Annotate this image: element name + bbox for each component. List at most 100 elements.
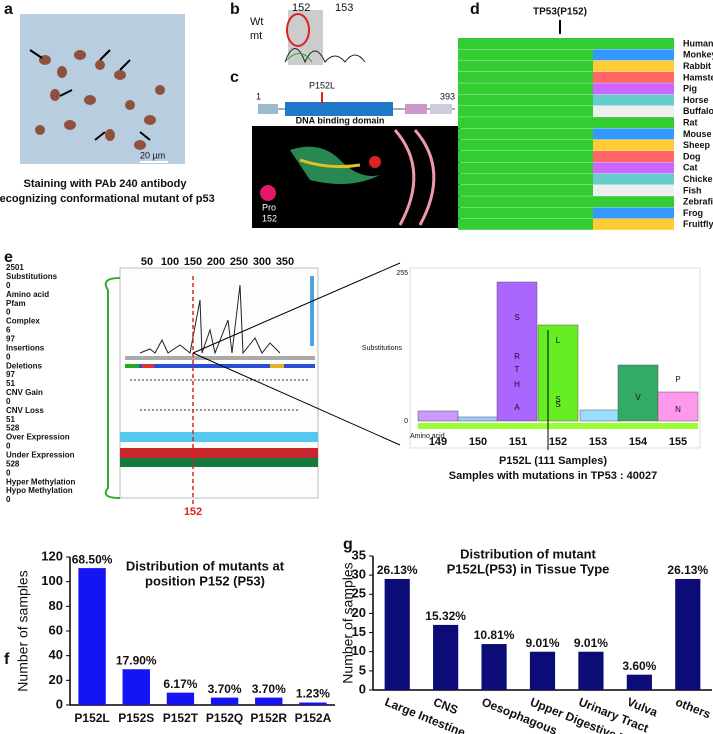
residue-cell <box>485 60 494 72</box>
residue-cell <box>539 60 548 72</box>
bar <box>78 568 106 705</box>
block-label: H <box>514 380 520 389</box>
residue-cell <box>611 151 620 162</box>
residue-cell <box>458 207 467 219</box>
residue-cell <box>485 173 494 185</box>
residue-cell <box>503 151 512 162</box>
residue-cell <box>539 49 548 61</box>
value-label: 68.50% <box>72 552 113 566</box>
residue-cell <box>611 173 620 185</box>
residue-cell <box>620 38 629 49</box>
x-tick-label: P152L <box>74 711 109 725</box>
residue-cell <box>557 71 566 83</box>
residue-cell <box>503 38 512 49</box>
species-label: Mouse <box>683 129 712 139</box>
residue-cell <box>656 83 665 95</box>
domain-label: DNA binding domain <box>296 115 385 125</box>
residue-cell <box>548 94 557 106</box>
x-tick-label: others <box>673 695 713 722</box>
x-tick-label: P152S <box>118 711 154 725</box>
value-label: 17.90% <box>116 653 157 667</box>
zoom-column <box>579 409 621 422</box>
residue-cell <box>485 83 494 95</box>
row-label: mt <box>250 30 262 42</box>
residue-cell <box>539 151 548 162</box>
residue-cell <box>602 117 611 129</box>
track-label: Pfam <box>6 299 26 308</box>
track-label: 2501 <box>6 263 24 272</box>
residue-cell <box>548 218 557 230</box>
residue-cell <box>503 60 512 72</box>
residue-cell <box>665 38 674 49</box>
residue-cell <box>665 49 674 61</box>
y-tick-label: 25 <box>352 586 366 601</box>
residue-cell <box>458 49 467 61</box>
residue-cell <box>512 162 521 174</box>
track <box>125 364 315 368</box>
zoom-ylabel: Substitutions <box>362 345 403 352</box>
residue-cell <box>476 105 485 117</box>
residue-cell <box>611 196 620 208</box>
track-label: 97 <box>6 370 15 379</box>
residue-cell <box>548 139 557 151</box>
panel-label: f <box>4 651 10 668</box>
residue-cell <box>647 218 656 230</box>
substitution-spikes <box>139 284 281 355</box>
residue-cell <box>476 162 485 174</box>
residue-cell <box>665 71 674 83</box>
over-expression <box>120 432 318 442</box>
bar <box>255 697 283 705</box>
track <box>270 364 284 368</box>
y-tick-label: 60 <box>49 622 63 637</box>
residue-cell <box>557 117 566 129</box>
species-label: Sheep <box>683 140 711 150</box>
residue-cell <box>656 60 665 72</box>
residue-cell <box>548 60 557 72</box>
residue-cell <box>485 117 494 129</box>
residue-cell <box>575 105 584 117</box>
residue-cell <box>548 83 557 95</box>
residue-cell <box>638 49 647 61</box>
residue-cell <box>647 128 656 140</box>
residue-cell <box>530 105 539 117</box>
residue-cell <box>512 49 521 61</box>
residue-cell <box>638 139 647 151</box>
residue-cell <box>656 151 665 162</box>
residue-cell <box>611 60 620 72</box>
residue-cell <box>539 218 548 230</box>
residue-cell <box>512 117 521 129</box>
residue-cell <box>593 162 602 174</box>
residue-cell <box>512 139 521 151</box>
panel-label: b <box>230 1 240 18</box>
residue-cell <box>557 105 566 117</box>
chart-title: Distribution of mutant <box>460 546 596 561</box>
dna <box>393 129 436 226</box>
panel-label: a <box>4 1 13 18</box>
residue-cell <box>620 49 629 61</box>
residue-cell <box>539 139 548 151</box>
residue-cell <box>557 184 566 196</box>
residue-cell <box>593 117 602 129</box>
residue-cell <box>656 117 665 129</box>
value-label: 15.32% <box>425 609 466 623</box>
residue-cell <box>548 49 557 61</box>
position-label: 155 <box>669 436 687 448</box>
residue-cell <box>602 105 611 117</box>
species-label: Dog <box>683 151 701 161</box>
residue-cell <box>485 207 494 219</box>
y-tick-label: 30 <box>352 567 366 582</box>
species-label: Horse <box>683 95 709 105</box>
block-label: N <box>675 405 681 414</box>
residue-cell <box>575 151 584 162</box>
residue-cell <box>458 38 467 49</box>
chart-title: Distribution of mutants at <box>126 558 285 573</box>
residue-cell <box>494 162 503 174</box>
track-label: Insertions <box>6 343 45 352</box>
residue-cell <box>521 218 530 230</box>
block-label: S <box>555 400 560 409</box>
residue-cell <box>638 128 647 140</box>
residue-cell <box>503 105 512 117</box>
position-label: 152 <box>549 436 567 448</box>
residue-cell <box>494 49 503 61</box>
residue-cell <box>458 71 467 83</box>
